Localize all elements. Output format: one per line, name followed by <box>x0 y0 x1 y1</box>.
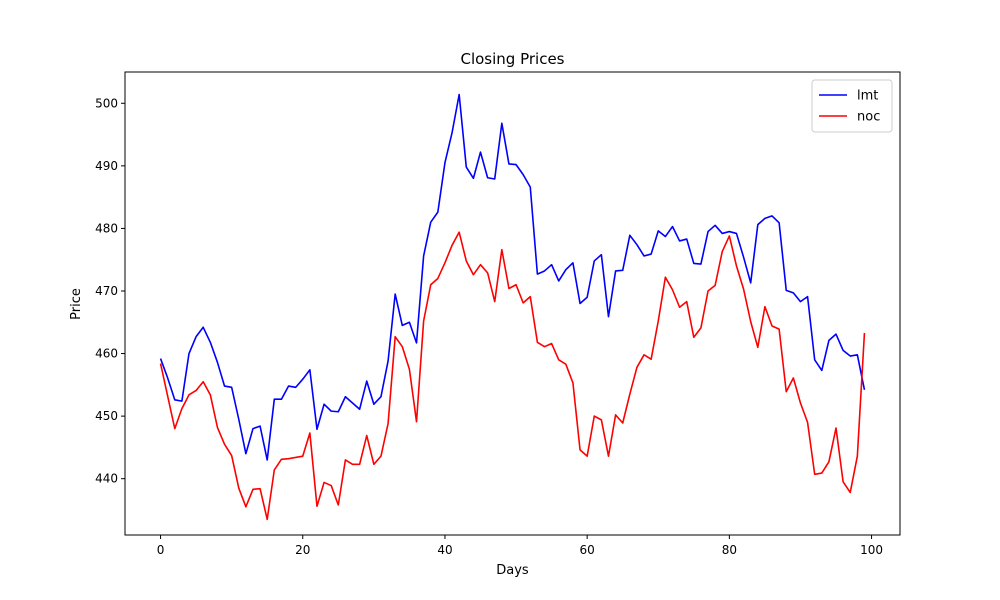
legend-label-lmt: lmt <box>857 89 878 104</box>
y-tick-label: 450 <box>95 409 118 423</box>
x-tick-label: 60 <box>580 543 595 557</box>
legend-label-noc: noc <box>857 110 880 125</box>
x-axis-title: Days <box>496 563 529 578</box>
y-tick-label: 500 <box>95 96 118 110</box>
series-lines <box>159 93 866 521</box>
plot-area-frame <box>124 71 901 536</box>
y-tick-label: 490 <box>95 159 118 173</box>
x-tick-label: 0 <box>157 543 165 557</box>
y-axis-title: Price <box>69 288 84 320</box>
x-tick-label: 100 <box>860 543 883 557</box>
series-line-lmt <box>159 93 866 461</box>
series-line-noc <box>159 231 866 521</box>
x-tick-label: 80 <box>722 543 737 557</box>
x-tick-label: 20 <box>295 543 310 557</box>
legend: lmt noc <box>811 79 893 133</box>
y-tick-label: 440 <box>95 472 118 486</box>
x-tick-label: 40 <box>437 543 452 557</box>
y-tick-label: 460 <box>95 347 118 361</box>
y-tick-label: 480 <box>95 221 118 235</box>
legend-box <box>811 79 893 133</box>
chart-title: Closing Prices <box>460 50 564 68</box>
y-tick-label: 470 <box>95 284 118 298</box>
axis-ticks: 0 20 40 60 80 100 440 450 460 470 480 490 500 <box>95 96 883 557</box>
